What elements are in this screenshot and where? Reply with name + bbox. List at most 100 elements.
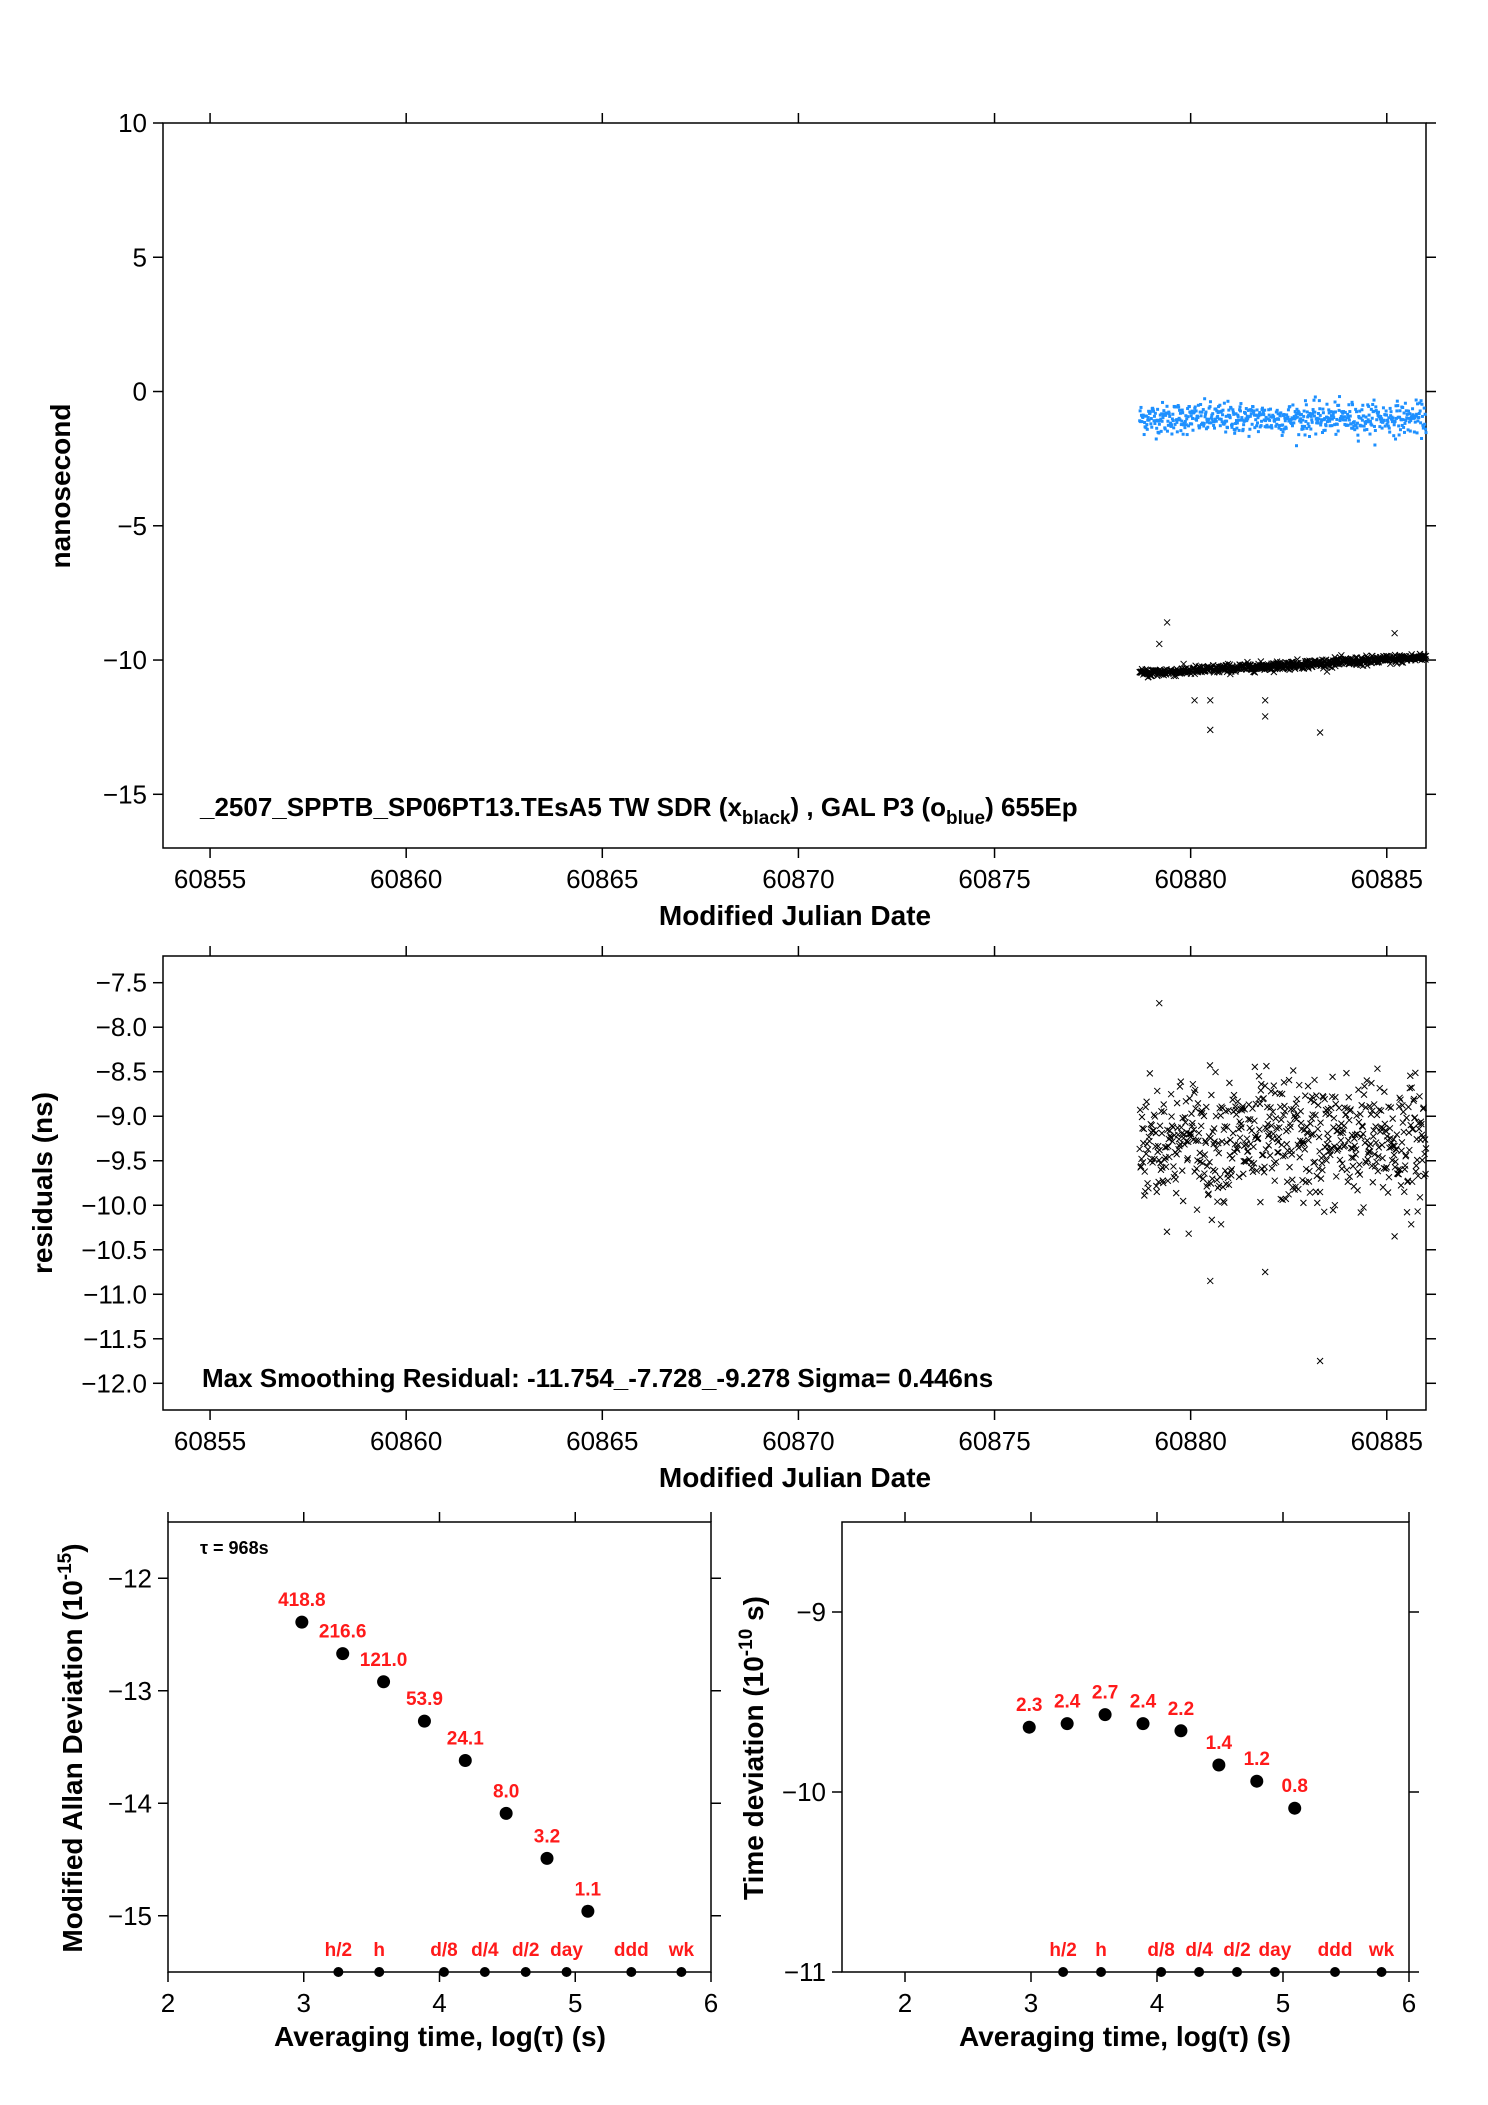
top-blue-point — [1168, 414, 1172, 418]
middle-residual-point — [1294, 1185, 1302, 1193]
top-blue-point — [1337, 408, 1341, 412]
top-blue-point — [1253, 426, 1257, 430]
top-blue-point — [1395, 399, 1399, 403]
top-blue-point — [1386, 420, 1390, 424]
top-blue-point — [1415, 431, 1419, 435]
top-blue-point — [1184, 423, 1188, 427]
middle-residual-point — [1391, 1163, 1399, 1171]
top-blue-point — [1244, 407, 1248, 411]
middle-residual-point — [1358, 1101, 1366, 1109]
top-blue-point — [1235, 426, 1239, 430]
middle-residual-point — [1146, 1070, 1154, 1077]
top-blue-point — [1256, 430, 1260, 434]
top-blue-point — [1165, 411, 1169, 415]
middle-residual-point — [1336, 1156, 1344, 1164]
tdev-data-points: 2.3 2.4 2.7 2.4 2.2 1.4 1.2 0.8 h/2 h d/8 d/4 d/2 day… — [1016, 1683, 1395, 1977]
middle-residual-point — [1277, 1116, 1285, 1124]
middle-residual-point — [1262, 1146, 1270, 1153]
middle-residual-point — [1321, 1095, 1329, 1103]
middle-residual-point — [1221, 1167, 1229, 1175]
top-blue-point — [1301, 418, 1305, 422]
mdev-x-tick-label: 4 — [432, 1988, 446, 2018]
top-blue-point — [1386, 424, 1390, 428]
top-blue-point — [1423, 422, 1427, 426]
middle-residual-point — [1208, 1175, 1216, 1183]
top-blue-point — [1321, 411, 1325, 415]
top-blue-point — [1418, 409, 1422, 413]
middle-residual-point — [1353, 1130, 1361, 1138]
top-blue-point — [1221, 413, 1225, 417]
top-blue-point — [1237, 428, 1241, 432]
middle-residual-point — [1421, 1136, 1429, 1143]
top-blue-point — [1348, 414, 1352, 418]
middle-residual-point — [1239, 1102, 1247, 1110]
top-blue-point — [1222, 401, 1226, 405]
tdev-x-tick-label: 4 — [1150, 1988, 1164, 2018]
top-blue-point — [1337, 403, 1341, 407]
middle-residual-point — [1296, 1153, 1304, 1161]
top-blue-point — [1169, 424, 1173, 428]
top-blue-point — [1403, 421, 1407, 425]
middle-residual-point — [1399, 1102, 1406, 1109]
middle-residual-point — [1212, 1068, 1219, 1076]
middle-residual-point — [1304, 1082, 1312, 1090]
middle-residual-point — [1417, 1118, 1425, 1126]
top-blue-point — [1303, 399, 1307, 403]
top-blue-point — [1420, 402, 1424, 406]
top-blue-point — [1240, 416, 1244, 420]
middle-residual-point — [1171, 1170, 1179, 1178]
middle-y-axis-label: residuals (ns) — [27, 1092, 58, 1274]
top-black-outlier — [1261, 713, 1269, 720]
top-blue-point — [1190, 409, 1194, 413]
top-blue-point — [1269, 424, 1273, 428]
top-blue-point — [1210, 413, 1214, 417]
top-blue-point — [1387, 426, 1391, 430]
top-blue-point — [1328, 424, 1332, 428]
middle-residual-point — [1141, 1168, 1149, 1175]
top-blue-point — [1294, 416, 1298, 420]
middle-residual-point — [1269, 1130, 1277, 1138]
top-blue-point — [1286, 415, 1290, 419]
middle-residual-point — [1177, 1124, 1185, 1131]
top-blue-point — [1307, 424, 1311, 428]
top-blue-point — [1368, 419, 1372, 423]
middle-residual-point — [1301, 1092, 1309, 1099]
top-blue-point — [1214, 419, 1218, 423]
top-blue-point — [1310, 418, 1314, 422]
middle-residual-point — [1178, 1130, 1186, 1137]
middle-residual-point — [1296, 1137, 1304, 1145]
top-blue-point — [1329, 414, 1333, 418]
top-black-point — [1323, 668, 1331, 675]
top-blue-point — [1340, 415, 1344, 419]
middle-residual-point — [1253, 1167, 1261, 1175]
middle-residual-point — [1349, 1162, 1357, 1170]
top-blue-point — [1362, 424, 1366, 428]
middle-residual-point — [1405, 1103, 1412, 1111]
mdev-y-axis-label: Modified Allan Deviation (10-15) — [55, 1543, 88, 1952]
top-blue-point — [1313, 395, 1317, 399]
top-blue-point — [1204, 412, 1208, 416]
top-blue-point — [1296, 409, 1300, 413]
top-blue-point — [1321, 407, 1325, 411]
top-blue-point — [1272, 415, 1276, 419]
mdev-point — [499, 1806, 513, 1820]
top-blue-point — [1226, 399, 1230, 403]
top-blue-point — [1311, 408, 1315, 412]
top-blue-point — [1356, 433, 1360, 437]
top-blue-point — [1307, 414, 1311, 418]
top-blue-point — [1217, 410, 1221, 414]
mdev-y-axis-label-text: Modified Allan Deviation (10 — [57, 1580, 88, 1952]
middle-x-tick-label: 60885 — [1351, 1426, 1423, 1456]
middle-residual-point — [1335, 1104, 1343, 1112]
top-blue-point — [1281, 430, 1285, 434]
middle-x-tick-label: 60870 — [762, 1426, 834, 1456]
top-blue-point — [1410, 414, 1414, 418]
top-blue-point — [1160, 412, 1164, 416]
top-blue-point — [1155, 426, 1159, 430]
middle-residual-point — [1387, 1104, 1395, 1111]
tdev-panel: 2 3 4 5 6 −9 −10 −11 2.3 2.4 2.7 2.4 2.2 1.4 1.2 0.8 h/… — [736, 1512, 1419, 2052]
middle-residual-point — [1313, 1172, 1321, 1180]
middle-residual-point — [1154, 1142, 1162, 1150]
top-blue-point — [1198, 410, 1202, 414]
top-blue-point — [1421, 423, 1425, 427]
